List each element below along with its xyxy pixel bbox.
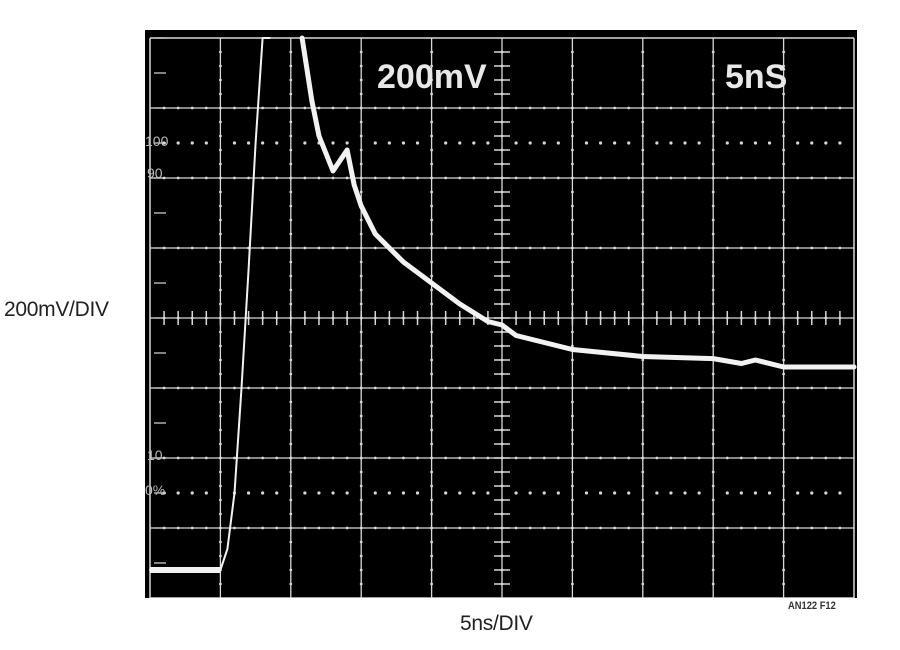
graticule	[149, 37, 855, 599]
marker-100-label: 100	[145, 133, 169, 149]
oscilloscope-screen: 200mV 5nS 100 90 10 0%	[145, 30, 857, 599]
oscilloscope-plot: 200mV 5nS 100 90 10 0%	[145, 35, 857, 599]
figure-id: AN122 F12	[788, 600, 836, 612]
y-axis-label: 200mV/DIV	[4, 298, 109, 321]
x-axis-label: 5ns/DIV	[460, 612, 533, 635]
traces	[149, 35, 857, 573]
scope-time-annotation: 5nS	[725, 58, 787, 96]
scope-volts-annotation: 200mV	[377, 58, 487, 96]
marker-10-label: 10	[147, 447, 163, 463]
marker-90-label: 90	[147, 165, 163, 181]
rising-edge-trace	[149, 37, 271, 571]
marker-0-label: 0%	[145, 482, 165, 498]
decay-trace	[299, 35, 857, 370]
